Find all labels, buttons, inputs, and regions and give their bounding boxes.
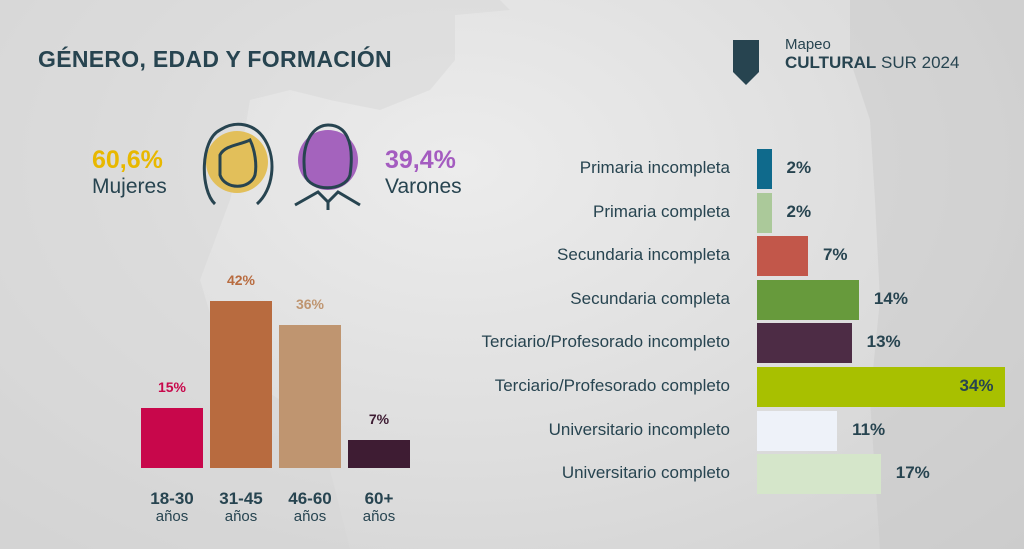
age-category: 46-60 años [270, 490, 350, 524]
education-bar [757, 410, 838, 451]
education-label: Primaria incompleta [579, 158, 730, 177]
age-value-label: 42% [226, 272, 256, 289]
education-value-label: 13% [866, 332, 901, 352]
age-category: 18-30 años [132, 490, 212, 524]
education-label: Universitario incompleto [548, 419, 730, 439]
logo-bold: CULTURAL [785, 53, 877, 72]
education-bar [757, 192, 772, 233]
education-value-label: 11% [852, 419, 886, 439]
age-range: 60+ [364, 489, 394, 508]
age-bar [348, 440, 410, 468]
education-label: Primaria completa [593, 201, 730, 221]
age-unit: años [155, 508, 189, 525]
age-range: 18-30 [150, 489, 194, 508]
logo-line1: Mapeo [785, 36, 831, 53]
age-unit: años [293, 508, 327, 525]
age-unit: años [362, 508, 396, 525]
education-label: Secundaria incompleta [557, 245, 730, 265]
education-label: Secundaria completa [570, 288, 730, 308]
women-percent: 60,6% [92, 146, 163, 174]
education-value-label: 2% [786, 158, 812, 177]
age-category: 60+ años [339, 490, 419, 524]
education-label: Universitario completo [561, 463, 730, 483]
education-label: Terciario/Profesorado incompleto [481, 332, 730, 352]
men-percent: 39,4% [385, 146, 456, 174]
education-value-label: 14% [873, 288, 908, 308]
education-value-label: 34% [959, 376, 994, 395]
woman-icon [202, 122, 274, 206]
age-bar [141, 408, 203, 468]
men-label: Varones [385, 175, 462, 198]
education-bar [757, 279, 859, 320]
age-value-label: 7% [368, 411, 390, 428]
education-value-label: 2% [786, 201, 812, 221]
page-title: GÉNERO, EDAD Y FORMACIÓN [38, 46, 392, 72]
age-category: 31-45 años [201, 490, 281, 524]
education-label: Terciario/Profesorado completo [494, 376, 730, 395]
education-bar [757, 454, 881, 495]
women-label: Mujeres [92, 175, 167, 198]
age-value-label: 36% [295, 296, 325, 313]
man-icon [294, 123, 361, 210]
education-bar [757, 323, 852, 364]
logo-line2: CULTURAL SUR 2024 [785, 53, 959, 73]
age-range: 31-45 [219, 489, 263, 508]
logo-pin-icon [733, 40, 759, 85]
age-bar [279, 325, 341, 468]
age-value-label: 15% [157, 379, 187, 396]
education-bar [757, 236, 808, 277]
logo-rest: SUR 2024 [881, 53, 960, 72]
age-unit: años [224, 508, 258, 525]
education-value-label: 17% [895, 463, 930, 483]
age-range: 46-60 [288, 489, 332, 508]
education-bar [757, 367, 1005, 407]
education-value-label: 7% [822, 245, 848, 265]
age-bar [210, 301, 272, 468]
education-bar [757, 149, 772, 189]
